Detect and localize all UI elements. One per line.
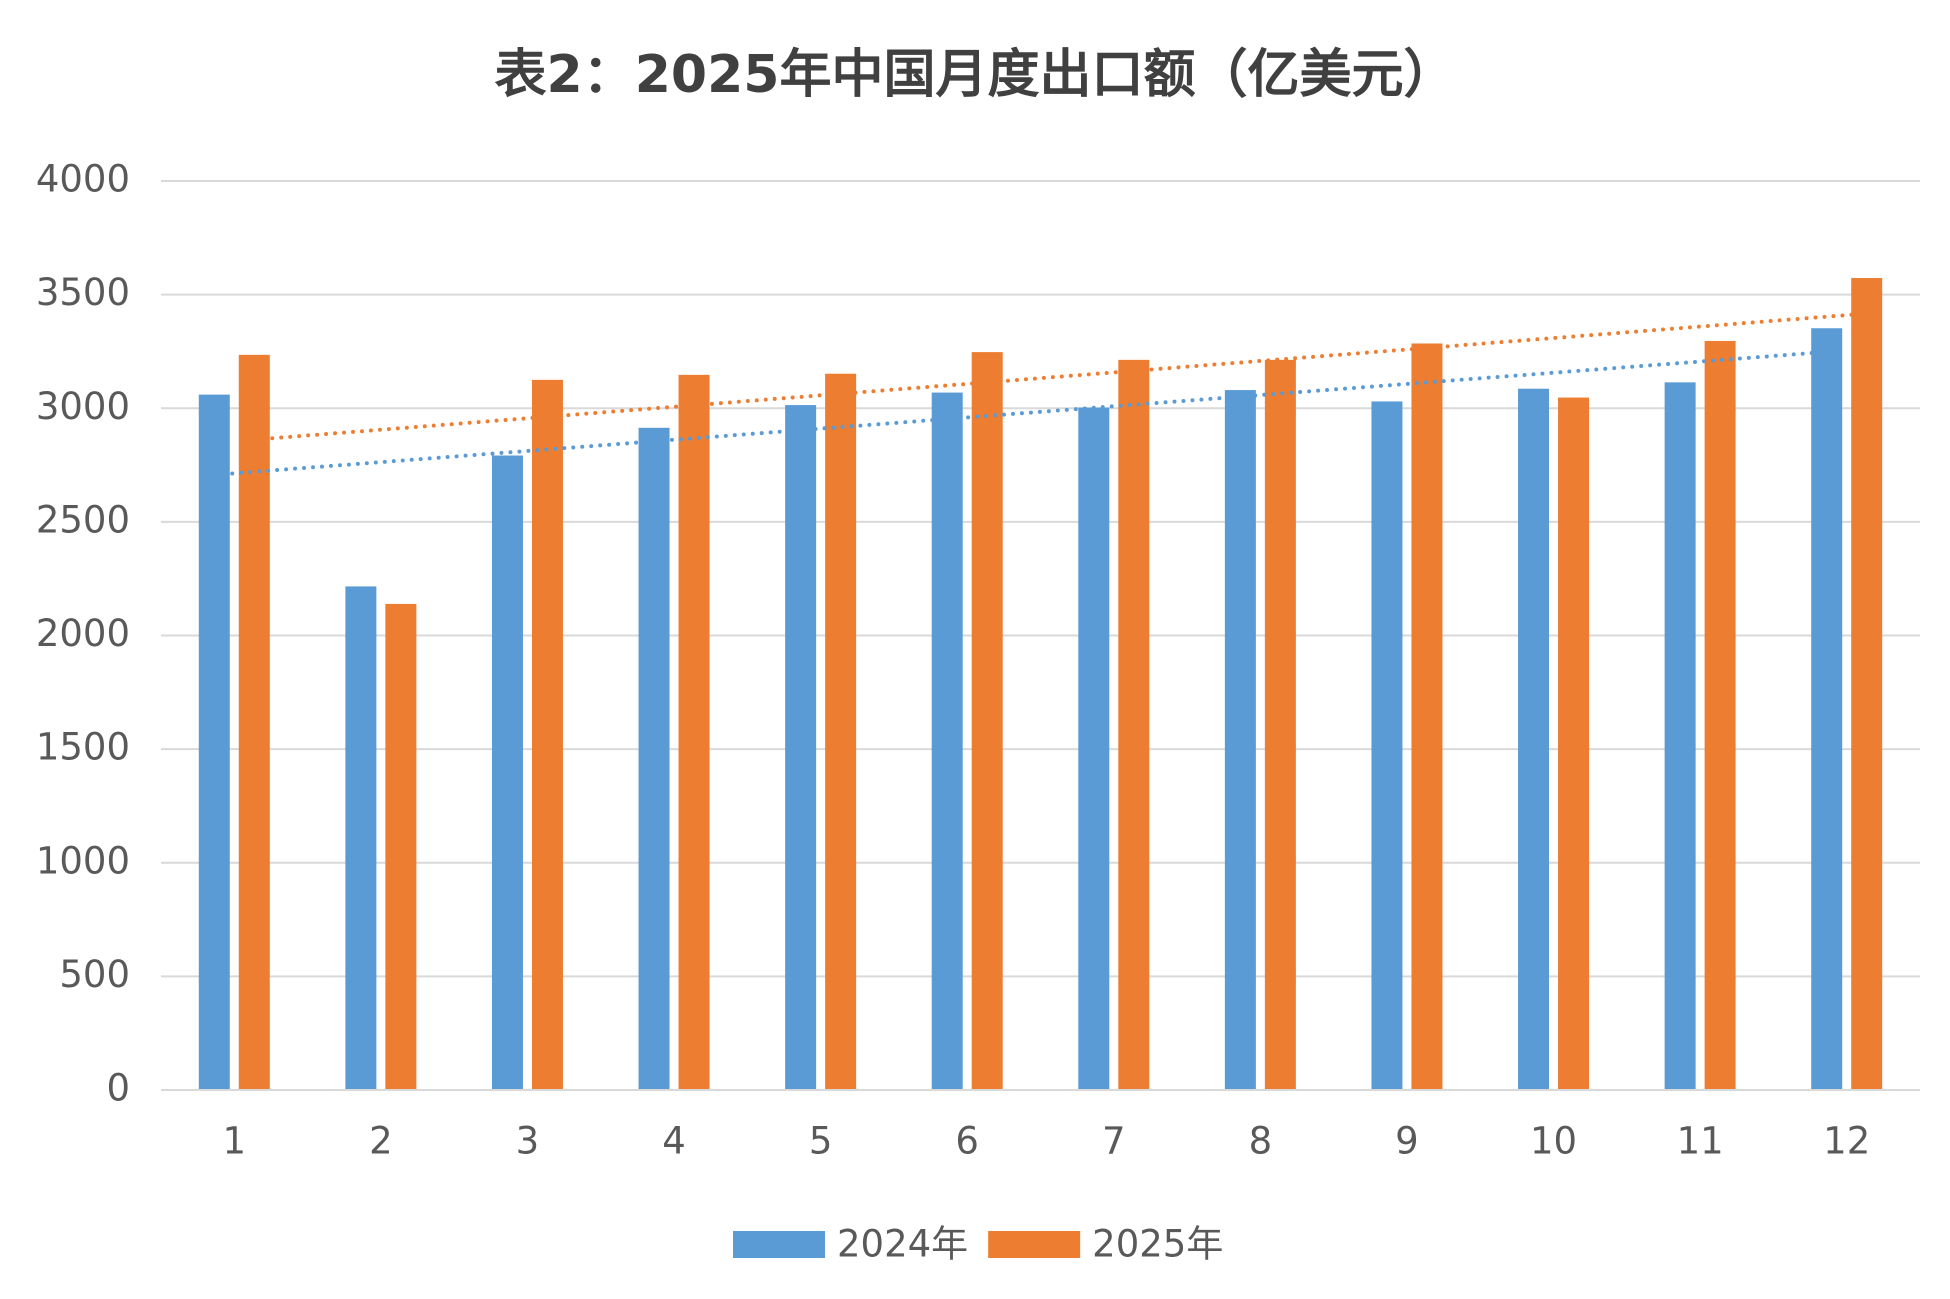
legend-swatch xyxy=(988,1231,1081,1258)
bar xyxy=(198,394,230,1090)
bar xyxy=(1518,388,1550,1090)
x-tick-label: 10 xyxy=(1530,1120,1577,1163)
bar xyxy=(345,586,377,1090)
y-tick-label: 3000 xyxy=(36,385,130,428)
bar xyxy=(1851,278,1883,1090)
chart-title: 表2：2025年中国月度出口额（亿美元） xyxy=(495,45,1456,105)
x-tick-label: 8 xyxy=(1249,1120,1273,1163)
bar xyxy=(1811,328,1843,1090)
legend-swatch xyxy=(733,1231,825,1258)
x-tick-label: 6 xyxy=(955,1120,979,1163)
trend-line xyxy=(252,311,1869,442)
bar xyxy=(1224,390,1256,1090)
x-tick-label: 3 xyxy=(516,1120,540,1163)
legend-label: 2024年 xyxy=(837,1223,968,1266)
bar xyxy=(678,374,710,1090)
x-tick-label: 9 xyxy=(1395,1120,1419,1163)
x-tick-label: 7 xyxy=(1102,1120,1126,1163)
trend-line xyxy=(212,349,1829,477)
bar xyxy=(785,405,817,1091)
bar xyxy=(825,373,857,1090)
bar xyxy=(531,379,563,1090)
bar xyxy=(1411,343,1443,1090)
bar xyxy=(1704,340,1736,1090)
legend-label: 2025年 xyxy=(1092,1223,1223,1266)
y-tick-label: 0 xyxy=(106,1067,130,1110)
bar xyxy=(638,427,670,1091)
bar xyxy=(1664,382,1696,1090)
bar xyxy=(1118,359,1150,1090)
y-tick-label: 1000 xyxy=(36,839,130,882)
bar xyxy=(491,455,523,1090)
y-tick-label: 2500 xyxy=(36,498,130,541)
x-tick-label: 11 xyxy=(1677,1120,1724,1163)
y-tick-label: 1500 xyxy=(36,726,130,769)
x-tick-label: 5 xyxy=(809,1120,833,1163)
bar xyxy=(971,352,1003,1090)
y-tick-label: 4000 xyxy=(36,158,130,201)
x-tick-label: 12 xyxy=(1823,1120,1870,1163)
bar xyxy=(931,392,963,1090)
x-tick-label: 2 xyxy=(369,1120,393,1163)
x-tick-label: 1 xyxy=(223,1120,247,1163)
y-tick-label: 3500 xyxy=(36,271,130,314)
y-tick-label: 500 xyxy=(59,953,130,996)
bar xyxy=(1558,397,1590,1091)
y-tick-label: 2000 xyxy=(36,612,130,655)
bar xyxy=(1264,359,1296,1090)
bar xyxy=(385,603,417,1090)
bar xyxy=(238,354,270,1090)
x-tick-label: 4 xyxy=(662,1120,686,1163)
bar xyxy=(1371,401,1403,1090)
bar xyxy=(1078,407,1110,1090)
